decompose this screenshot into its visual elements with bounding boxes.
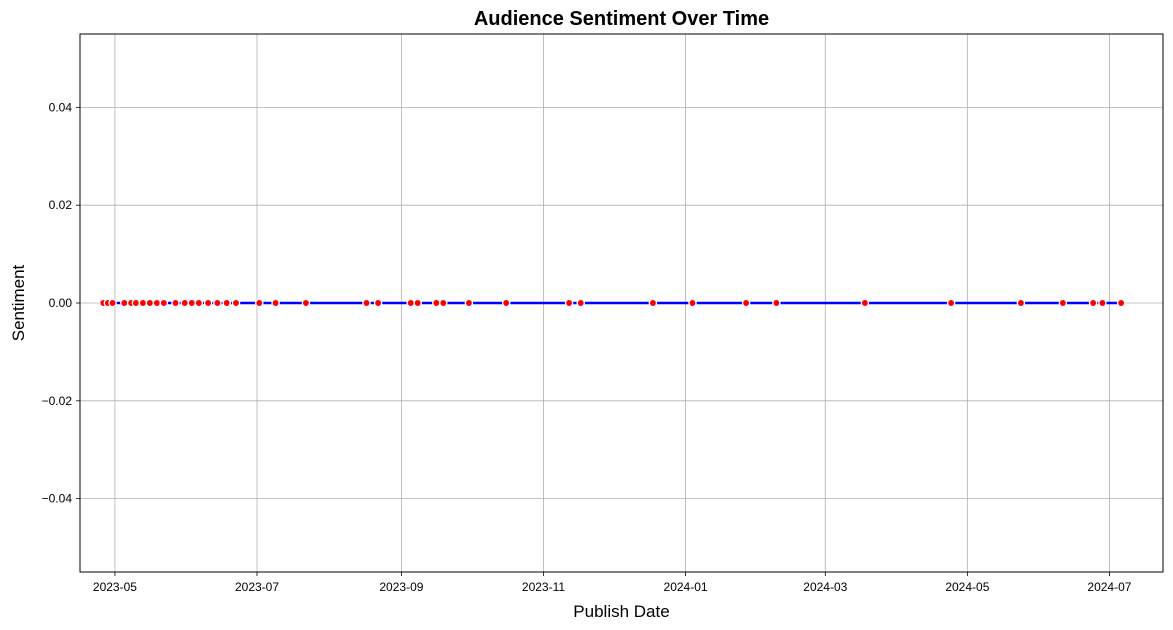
data-point (860, 298, 870, 308)
data-point (138, 298, 148, 308)
data-point (648, 298, 658, 308)
data-point (772, 298, 781, 308)
data-point (406, 298, 415, 308)
data-point (1098, 298, 1107, 308)
data-point (180, 298, 190, 308)
data-point (373, 298, 383, 308)
y-tick-label: −0.04 (42, 492, 73, 506)
data-point (152, 298, 162, 308)
x-tick-label: 2024-07 (1087, 580, 1131, 594)
y-axis-label: Sentiment (9, 264, 28, 341)
data-point (1016, 298, 1026, 308)
x-tick-label: 2024-01 (664, 580, 708, 594)
data-point (432, 298, 441, 308)
y-tick-label: 0.02 (49, 198, 73, 212)
data-point (1088, 298, 1098, 308)
data-point (203, 298, 213, 308)
data-point (131, 298, 141, 308)
data-point (213, 298, 222, 308)
x-tick-label: 2024-05 (945, 580, 989, 594)
data-point (439, 298, 448, 308)
data-point (187, 298, 197, 308)
data-point (194, 298, 204, 308)
x-tick-label: 2023-11 (522, 580, 565, 594)
y-tick-label: 0.04 (49, 100, 73, 114)
data-point (255, 298, 264, 308)
data-point (159, 298, 169, 308)
data-point (464, 298, 474, 308)
y-tick-label: 0.00 (49, 296, 73, 310)
data-point (231, 298, 241, 308)
data-point (688, 298, 697, 308)
data-point (171, 298, 180, 308)
data-point (1116, 298, 1126, 308)
data-point (741, 298, 751, 308)
ticks: 2023-05 2023-07 2023-09 2023-11 2024-01 2024-… (42, 100, 1132, 594)
x-tick-label: 2023-05 (93, 580, 137, 594)
data-point (501, 298, 511, 308)
data-point (108, 298, 117, 308)
data-point (362, 298, 371, 308)
data-point (120, 298, 129, 308)
chart-title: Audience Sentiment Over Time (474, 8, 769, 30)
x-axis-label: Publish Date (573, 602, 669, 621)
x-tick-label: 2023-07 (235, 580, 279, 594)
data-point (301, 298, 311, 308)
data-point (564, 298, 574, 308)
data-point (145, 298, 155, 308)
series-layer (99, 298, 1126, 308)
x-tick-label: 2023-09 (379, 580, 423, 594)
data-point (576, 298, 585, 308)
y-tick-label: −0.02 (42, 394, 73, 408)
data-point (222, 298, 231, 308)
data-point (1058, 298, 1068, 308)
data-point (271, 298, 280, 308)
data-point (946, 298, 956, 308)
x-tick-label: 2024-03 (803, 580, 847, 594)
data-point (413, 298, 422, 308)
